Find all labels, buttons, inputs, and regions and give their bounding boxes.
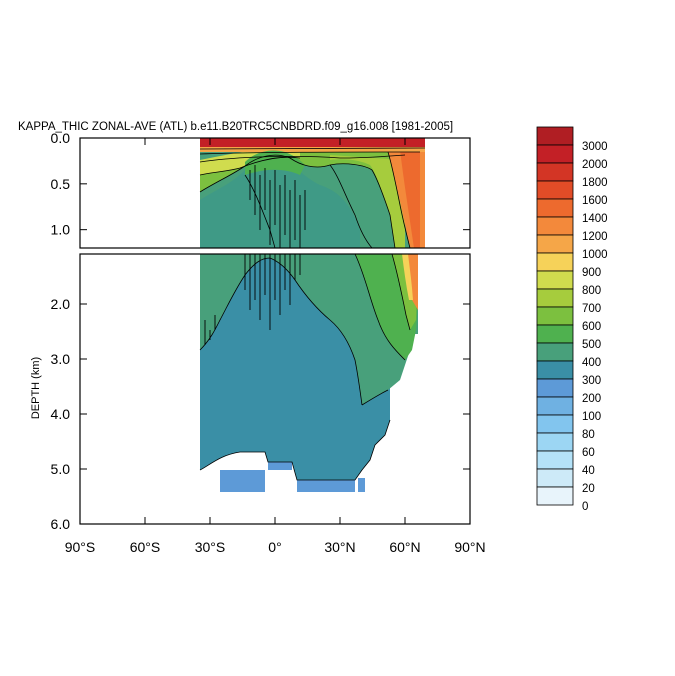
colorbar-swatch [536,162,574,182]
colorbar-swatch [536,234,574,254]
x-tick-label: 90°N [454,539,485,555]
colorbar-label: 3000 [582,141,608,153]
colorbar-label: 2000 [582,159,608,171]
colorbar-swatch [536,396,574,416]
x-axis: 90°S 60°S 30°S 0° 30°N 60°N 90°N [65,138,486,555]
y-tick-label-upper: 0.0 [51,130,71,146]
colorbar-label: 1600 [582,195,608,207]
colorbar-label: 80 [582,429,595,441]
colorbar-swatch [536,360,574,380]
colorbar-swatch [536,306,574,326]
y-tick-label-lower: 2.0 [51,296,71,312]
colorbar-swatch [536,486,574,506]
y-axis-label: DEPTH (km) [30,357,42,419]
colorbar-label: 700 [582,303,601,315]
lower-bottom-blue [220,462,365,492]
x-tick-label: 90°S [65,539,96,555]
colorbar-label: 1800 [582,177,608,189]
colorbar-label: 800 [582,285,601,297]
upper-green-layer [200,149,425,215]
lower-yellow-strip [402,254,413,300]
upper-contours [199,147,426,248]
y-tick-label-lower: 5.0 [51,461,71,477]
x-tick-label: 60°S [130,539,161,555]
lower-speckle [204,254,301,345]
x-tick-label: 30°S [195,539,226,555]
x-tick-label: 30°N [324,539,355,555]
colorbar-swatch [536,180,574,200]
colorbar-swatch [536,432,574,452]
colorbar-label: 20 [582,483,595,495]
colorbar-label: 100 [582,411,601,423]
colorbar-label: 1200 [582,231,608,243]
colorbar-swatch [536,378,574,398]
colorbar-swatch [536,414,574,434]
y-tick-label-lower: 6.0 [51,516,71,532]
y-tick-label-lower: 4.0 [51,406,71,422]
colorbar-swatch [536,342,574,362]
y-axis-upper: 0.0 0.5 1.0 [51,130,470,238]
colorbar-label: 400 [582,357,601,369]
colorbar-label: 600 [582,321,601,333]
colorbar-label: 0 [582,501,588,513]
colorbar-label: 300 [582,375,601,387]
upper-surface-red [200,138,425,147]
colorbar-swatch [536,126,574,146]
upper-speckle [249,165,306,248]
upper-surface-orange [200,146,425,152]
upper-orange-east2 [400,150,420,248]
colorbar-swatch [536,252,574,272]
colorbar-swatch [536,324,574,344]
x-tick-label: 60°N [389,539,420,555]
colorbar-swatch [536,144,574,164]
lower-400-region [200,254,418,405]
colorbar-swatch [536,216,574,236]
upper-panel-field [199,138,426,248]
colorbar-swatch [536,450,574,470]
x-tick-label: 0° [268,539,281,555]
y-tick-label-upper: 1.0 [51,222,71,238]
colorbar-label: 900 [582,267,601,279]
colorbar-label: 1400 [582,213,608,225]
chart-title: KAPPA_THIC ZONAL-AVE (ATL) b.e11.B20TRC5… [18,121,453,133]
lower-contours [199,254,411,481]
colorbar-swatch [536,288,574,308]
colorbar-label: 40 [582,465,595,477]
colorbar-label: 200 [582,393,601,405]
y-axis-lower: 2.0 3.0 4.0 5.0 6.0 [51,296,470,532]
colorbar-swatch [536,270,574,290]
y-tick-label-lower: 3.0 [51,351,71,367]
y-tick-label-upper: 0.5 [51,176,71,192]
colorbar-label: 1000 [582,249,608,261]
upper-yellowgreen [330,155,405,248]
colorbar-swatch [536,198,574,218]
lower-panel-field [199,254,418,492]
colorbar: 3000200018001600140012001000900800700600… [536,126,608,513]
colorbar-label: 500 [582,339,601,351]
colorbar-swatch [536,468,574,488]
colorbar-label: 60 [582,447,595,459]
